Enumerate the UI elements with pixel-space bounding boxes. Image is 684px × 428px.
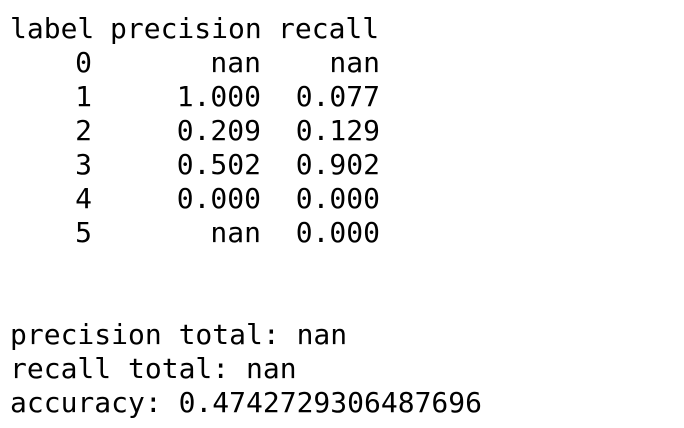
table-row: 4 0.000 0.000 — [10, 182, 674, 216]
column-header-precision: precision — [110, 12, 262, 45]
row-recall: 0.000 — [295, 182, 380, 215]
accuracy-line: accuracy: 0.4742729306487696 — [10, 386, 483, 419]
table-row: 3 0.502 0.902 — [10, 148, 674, 182]
row-recall: 0.902 — [295, 148, 380, 181]
table-row: 2 0.209 0.129 — [10, 114, 674, 148]
row-label: 4 — [75, 182, 92, 215]
row-recall: 0.077 — [295, 80, 380, 113]
table-row: 1 1.000 0.077 — [10, 80, 674, 114]
table-header-row: label precision recall — [10, 12, 674, 46]
blank-lines — [10, 250, 674, 318]
row-label: 0 — [75, 46, 92, 79]
row-label: 1 — [75, 80, 92, 113]
precision-total-line: precision total: nan — [10, 318, 348, 351]
row-precision: nan — [210, 46, 261, 79]
console-output: label precision recall 0 nan nan 1 1.000… — [10, 12, 674, 420]
row-precision: 0.209 — [176, 114, 261, 147]
row-recall: nan — [329, 46, 380, 79]
table-row: 5 nan 0.000 — [10, 216, 674, 250]
row-precision: 0.502 — [176, 148, 261, 181]
column-header-recall: recall — [278, 12, 380, 45]
row-label: 3 — [75, 148, 92, 181]
table-row: 0 nan nan — [10, 46, 674, 80]
row-precision: nan — [210, 216, 261, 249]
column-header-label: label — [10, 12, 95, 45]
row-label: 2 — [75, 114, 92, 147]
row-precision: 0.000 — [176, 182, 261, 215]
row-precision: 1.000 — [176, 80, 261, 113]
row-recall: 0.129 — [295, 114, 380, 147]
row-recall: 0.000 — [295, 216, 380, 249]
row-label: 5 — [75, 216, 92, 249]
recall-total-line: recall total: nan — [10, 352, 297, 385]
